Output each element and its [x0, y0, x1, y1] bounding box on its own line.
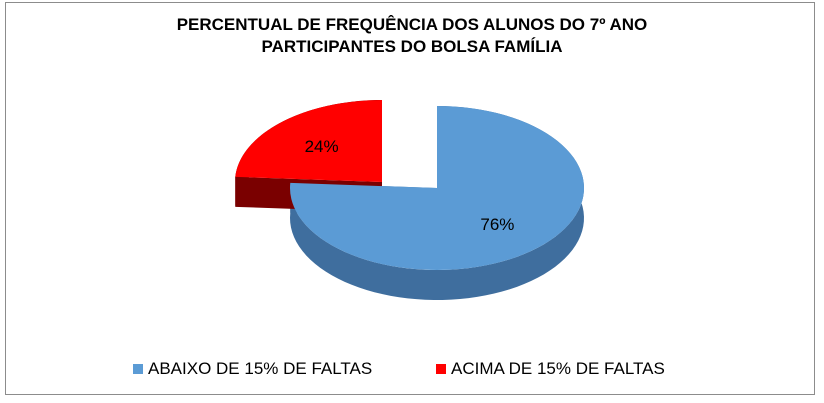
slice-top-abaixo [289, 106, 584, 270]
legend-item-acima: ACIMA DE 15% DE FALTAS [436, 359, 665, 379]
chart-legend: ABAIXO DE 15% DE FALTAS ACIMA DE 15% DE … [0, 359, 824, 383]
legend-item-abaixo: ABAIXO DE 15% DE FALTAS [133, 359, 372, 379]
legend-label-acima: ACIMA DE 15% DE FALTAS [451, 359, 665, 378]
slice-top-acima [235, 100, 382, 182]
chart-title-line-1: PERCENTUAL DE FREQUÊNCIA DOS ALUNOS DO 7… [176, 15, 648, 34]
legend-swatch-abaixo [133, 364, 143, 374]
chart-title-line-2: PARTICIPANTES DO BOLSA FAMÍLIA [261, 37, 563, 56]
chart-title: PERCENTUAL DE FREQUÊNCIA DOS ALUNOS DO 7… [0, 14, 824, 58]
data-label-abaixo: 76% [480, 215, 514, 234]
legend-swatch-acima [436, 364, 446, 374]
data-label-acima: 24% [305, 137, 339, 156]
legend-label-abaixo: ABAIXO DE 15% DE FALTAS [148, 359, 373, 378]
